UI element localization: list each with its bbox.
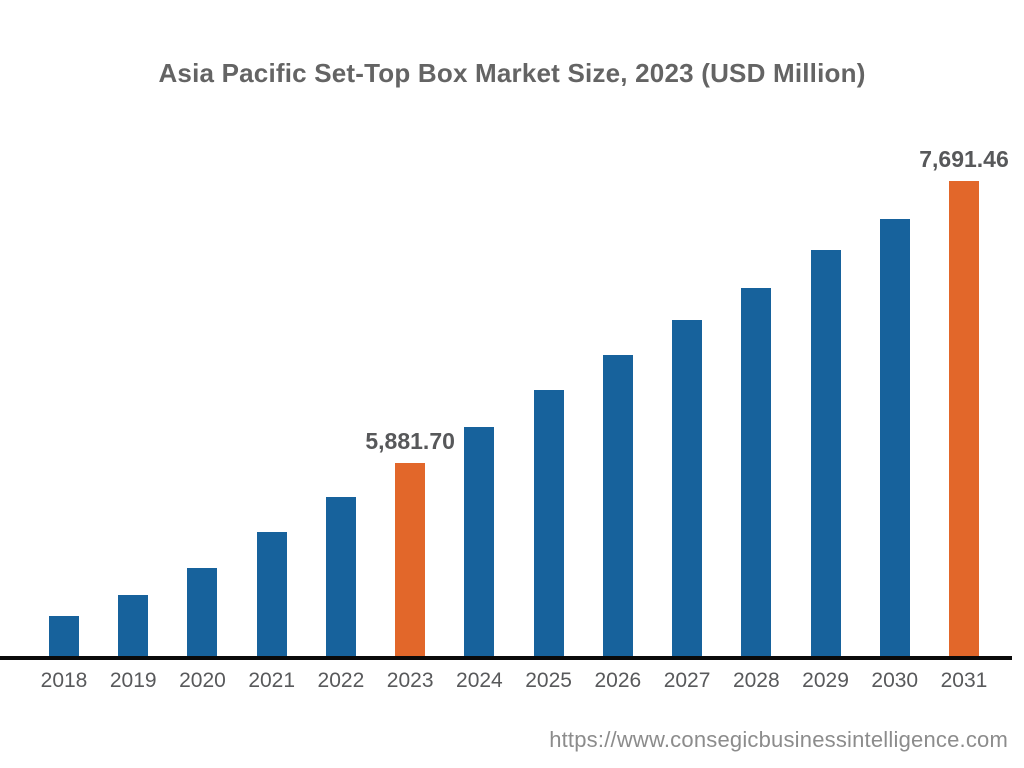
- x-axis-label-2027: 2027: [663, 669, 711, 692]
- bar-2028: [741, 288, 772, 656]
- data-label-2031: 7,691.46: [919, 146, 1009, 172]
- bar-2026: [602, 355, 633, 656]
- x-axis-label-2019: 2019: [109, 669, 157, 692]
- bar-2020: [187, 568, 218, 656]
- bar-2029: [810, 250, 841, 656]
- bar-2030: [879, 219, 910, 656]
- data-label-2023: 5,881.70: [365, 428, 455, 454]
- bar-2023: [395, 463, 426, 656]
- bar-2024: [464, 427, 495, 656]
- bar-2018: [49, 616, 79, 656]
- x-axis-label-2022: 2022: [317, 669, 365, 692]
- bar-2025: [533, 390, 564, 656]
- x-axis-label-2031: 2031: [940, 669, 988, 692]
- x-axis-label-2021: 2021: [248, 669, 296, 692]
- x-axis-label-2020: 2020: [179, 669, 226, 692]
- x-axis-label-2029: 2029: [802, 669, 849, 692]
- source-url: https://www.consegicbusinessintelligence…: [549, 727, 1008, 752]
- x-axis-label-2028: 2028: [732, 669, 780, 692]
- x-axis-line: [0, 656, 1012, 660]
- x-axis-label-2023: 2023: [386, 669, 434, 692]
- x-axis-label-2026: 2026: [594, 669, 642, 692]
- bar-2022: [325, 497, 356, 656]
- bar-2027: [672, 320, 703, 656]
- bar-2021: [256, 532, 287, 656]
- x-axis-label-2018: 2018: [40, 669, 88, 692]
- x-axis-label-2024: 2024: [456, 669, 503, 692]
- bar-2031: [948, 181, 979, 656]
- bar-2019: [118, 595, 149, 656]
- x-axis-label-2025: 2025: [525, 669, 572, 692]
- x-axis-label-2030: 2030: [871, 669, 919, 692]
- chart-title: Asia Pacific Set-Top Box Market Size, 20…: [158, 58, 866, 88]
